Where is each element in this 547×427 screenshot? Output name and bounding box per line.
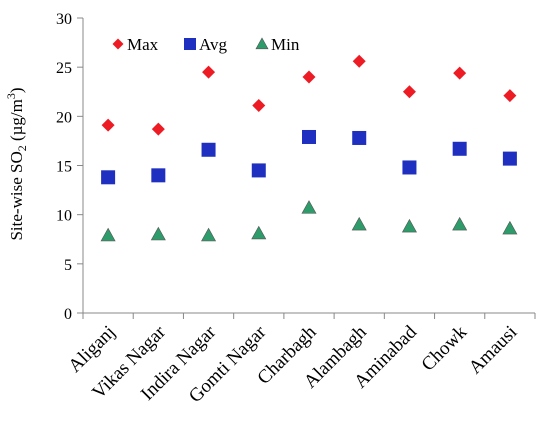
data-point-max [302, 70, 316, 84]
y-tick-label: 0 [64, 306, 72, 323]
data-point-max [202, 65, 216, 79]
legend-label-avg: Avg [199, 35, 228, 54]
data-point-max [453, 66, 467, 80]
data-point-avg [352, 130, 367, 145]
data-point-max [352, 54, 366, 68]
y-axis-title-main: Site-wise SO [7, 151, 26, 240]
data-point-avg [452, 141, 467, 156]
data-point-min [150, 226, 166, 241]
y-tick-label: 25 [56, 60, 72, 77]
data-point-avg [101, 170, 116, 185]
data-point-min [251, 225, 267, 240]
legend-marker-max [112, 38, 124, 50]
legend-label-min: Min [271, 35, 300, 54]
legend-marker-avg [184, 38, 196, 50]
data-point-avg [502, 151, 517, 166]
data-point-avg [201, 142, 216, 157]
x-tick-label: Chowk [418, 321, 472, 375]
y-tick-label: 5 [64, 257, 72, 274]
data-point-max [503, 89, 517, 103]
data-point-min [502, 220, 518, 235]
legend-marker-min [255, 37, 269, 50]
data-point-avg [302, 129, 316, 144]
data-point-avg [402, 160, 417, 175]
y-axis-title-superscript: 3 [4, 93, 18, 99]
series-max [101, 54, 517, 136]
data-point-min [100, 227, 116, 242]
y-axis-title-unit-close: ) [7, 87, 26, 93]
y-tick-label: 10 [56, 208, 72, 225]
data-point-min [452, 216, 468, 231]
series-min [100, 200, 518, 242]
series-avg [101, 129, 517, 185]
data-point-min [301, 200, 317, 214]
data-point-max [402, 85, 416, 99]
data-point-avg [251, 163, 266, 178]
legend: Max Avg Min [112, 35, 300, 54]
x-tick-label: Amausi [465, 322, 522, 379]
data-point-min [351, 216, 367, 231]
y-tick-label: 15 [56, 159, 72, 176]
data-point-avg [151, 168, 166, 183]
y-axis-title-subscript: 2 [15, 145, 29, 151]
y-tick-label: 30 [56, 11, 72, 28]
legend-label-max: Max [127, 35, 159, 54]
legend-item-min: Min [255, 35, 300, 54]
data-point-max [252, 99, 266, 113]
data-point-min [201, 227, 217, 242]
data-point-max [101, 118, 115, 132]
legend-item-max: Max [112, 35, 159, 54]
data-point-max [151, 122, 165, 136]
axes [82, 18, 535, 314]
data-point-min [401, 218, 417, 233]
y-axis-title: Site-wise SO2 (µg/m3) [4, 87, 29, 240]
legend-item-avg: Avg [184, 35, 228, 54]
data-points [100, 54, 518, 242]
y-tick-label: 20 [56, 109, 72, 126]
y-axis-title-unit-open: (µg/m [7, 99, 26, 145]
y-ticks: 0 5 10 15 20 25 30 [56, 11, 83, 323]
